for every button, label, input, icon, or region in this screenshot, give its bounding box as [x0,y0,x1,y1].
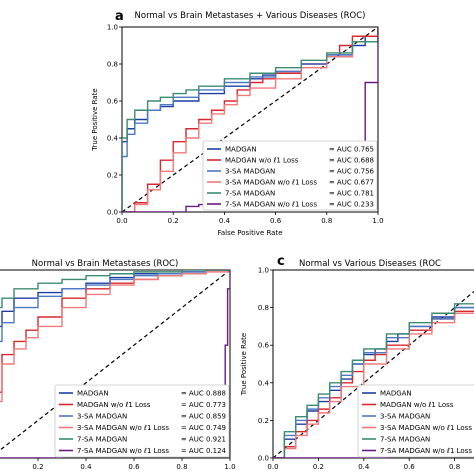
legend-label: MADGAN w/o ℓ1 Loss [380,401,454,409]
chart-title: Normal vs Brain Metastases + Various Dis… [135,11,366,21]
legend-box [357,384,474,458]
y-tick-label: 0.4 [107,135,119,143]
legend-auc: = AUC 0.124 [181,447,227,455]
legend-label: 7-SA MADGAN [225,190,275,198]
x-tick-label: 0.4 [219,217,231,225]
x-tick-label: 0.6 [128,463,140,471]
panel-letter: c [277,254,285,269]
legend-auc: = AUC 0.765 [329,146,374,154]
legend-auc: = AUC 0.688 [329,157,374,165]
legend-auc: = AUC 0.233 [329,201,374,209]
y-tick-label: 0.2 [107,172,118,180]
legend-label: 7-SA MADGAN w/o ℓ1 Loss [380,447,472,455]
legend: MADGAN = AUC 0.888 MADGAN w/o ℓ1 Loss = AUC… [54,384,230,458]
y-tick-label: 1.0 [107,24,118,32]
plot-frame [0,269,231,459]
roc-curve-7-sa-madgan [122,27,378,212]
legend-auc: = AUC 0.773 [181,401,226,409]
roc-curve-7-sa-madgan [273,303,474,458]
plot-frame [121,26,379,213]
x-tick-label: 0.6 [404,463,416,471]
roc-curve-3-sa-madgan-w-o-1-loss [0,270,230,403]
y-tick-label: 0.2 [258,417,269,425]
x-tick-label: 1.0 [372,217,383,225]
legend-auc: = AUC 0.749 [181,424,226,432]
y-tick-label: 0.0 [107,209,118,217]
legend-label: 3-SA MADGAN w/o ℓ1 Loss [380,424,472,432]
legend-auc: = AUC 0.781 [329,190,374,198]
x-tick-label: 0.8 [176,463,187,471]
legend-auc: = AUC 0.888 [181,390,226,398]
x-tick-label: 0.4 [80,463,92,471]
legend-label: 7-SA MADGAN w/o ℓ1 Loss [77,447,169,455]
legend-auc: = AUC 0.756 [329,168,375,176]
panel-c-roc-chart: Normal vs Various Diseases (ROC c 0.0 0.2 0.… [240,254,474,471]
legend-label: 3-SA MADGAN [225,168,275,176]
x-tick-label: 0.2 [32,463,43,471]
legend-label: MADGAN w/o ℓ1 Loss [77,401,151,409]
chart-title: Normal vs Brain Metastases (ROC) [32,259,179,269]
x-tick-label: 0.0 [116,217,127,225]
y-axis-label: True Positive Rate [240,333,248,396]
legend-label: 3-SA MADGAN [380,413,430,421]
y-tick-label: 0.6 [107,98,119,106]
x-tick-label: 0.6 [270,217,282,225]
legend-label: MADGAN [225,146,257,154]
y-tick-label: 0.8 [258,304,269,312]
y-tick-label: 0.6 [258,342,270,350]
x-tick-label: 0.2 [313,463,324,471]
legend-auc: = AUC 0.677 [329,179,374,187]
legend-box [202,140,378,211]
y-tick-label: 0.4 [258,379,270,387]
x-tick-label: 0.2 [168,217,179,225]
legend-box [54,384,230,458]
chance-diagonal-line [0,270,230,451]
legend-label: 7-SA MADGAN [380,436,430,444]
y-tick-label: 0.0 [258,455,269,463]
panel-a-roc-chart: Normal vs Brain Metastases + Various Dis… [91,9,384,237]
legend-label: 7-SA MADGAN [77,436,127,444]
roc-curve-3-sa-madgan-w-o-1-loss [122,27,378,212]
y-tick-label: 0.8 [107,61,118,69]
legend: MADGAN MADGAN w/o ℓ1 Loss 3-SA MADGAN 3-SA … [357,384,474,458]
plot-area [122,27,378,212]
legend-label: 3-SA MADGAN [77,413,127,421]
x-tick-label: 0.8 [449,463,460,471]
legend-label: MADGAN [380,390,412,398]
panel-b-roc-chart: Normal vs Brain Metastases (ROC) 0.2 0.4 0.… [0,259,236,471]
x-tick-label: 0.0 [267,463,278,471]
x-axis-label: False Positive Rate [217,229,282,237]
legend-label: MADGAN w/o ℓ1 Loss [225,157,299,165]
chance-diagonal-line [122,27,378,212]
legend: MADGAN = AUC 0.765 MADGAN w/o ℓ1 Loss = AUC… [202,140,378,211]
y-tick-label: 1.0 [258,267,269,275]
chart-title: Normal vs Various Diseases (ROC [299,259,441,269]
x-tick-label: 1.0 [224,463,235,471]
y-axis-label: True Positive Rate [91,88,99,151]
legend-auc: = AUC 0.921 [181,436,226,444]
legend-label: 7-SA MADGAN w/o ℓ1 Loss [225,201,317,209]
x-tick-label: 0.8 [321,217,332,225]
x-tick-label: 0.4 [358,463,370,471]
legend-label: MADGAN [77,390,109,398]
roc-curve-7-sa-madgan [0,270,230,309]
legend-auc: = AUC 0.859 [181,413,226,421]
panel-letter: a [115,9,124,24]
legend-label: 3-SA MADGAN w/o ℓ1 Loss [77,424,169,432]
legend-label: 3-SA MADGAN w/o ℓ1 Loss [225,179,317,187]
